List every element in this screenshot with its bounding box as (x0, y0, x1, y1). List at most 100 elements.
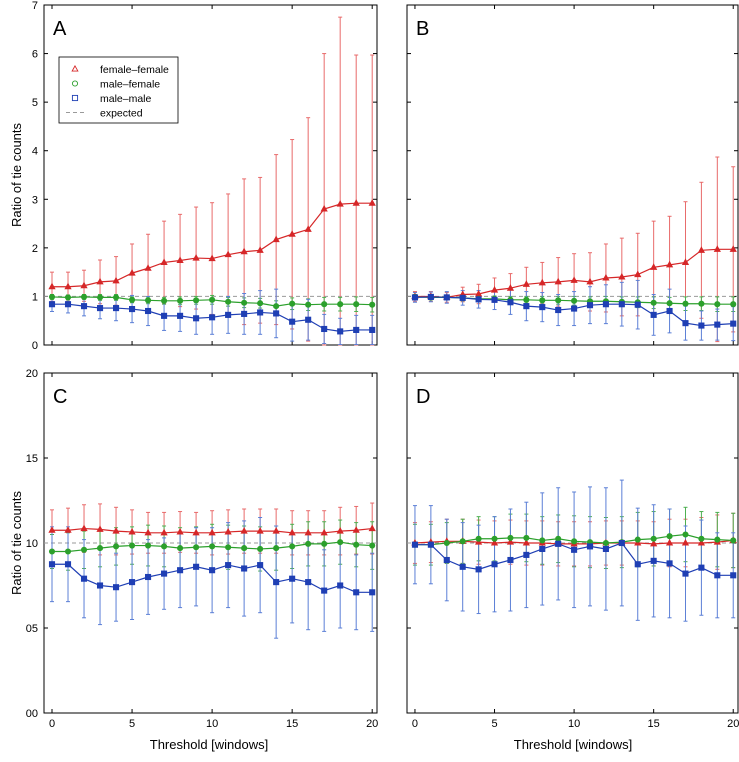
data-point-female-female (554, 277, 562, 285)
data-point-male-female (491, 535, 498, 542)
y-tick-label: 2 (32, 243, 38, 255)
data-point-female-female (681, 538, 690, 546)
panel-label: B (416, 18, 429, 40)
data-point-male-male (507, 299, 514, 306)
data-point-male-male (539, 545, 546, 552)
data-point-male-female (443, 539, 450, 547)
data-point-female-female (352, 199, 360, 206)
data-point-female-female (522, 538, 530, 546)
data-point-male-male (96, 305, 104, 312)
data-point-male-male (241, 565, 248, 572)
data-point-male-male (586, 543, 594, 550)
data-point-male-female (80, 546, 88, 553)
data-point-female-female (256, 246, 264, 253)
data-point-male-male (353, 589, 360, 596)
data-point-male-female (112, 294, 120, 301)
data-point-female-female (650, 539, 658, 547)
data-point-female-female (304, 528, 312, 536)
data-point-male-female (241, 299, 248, 306)
data-point-male-male (129, 306, 136, 313)
data-point-male-female (666, 300, 673, 307)
data-point-male-female (730, 537, 737, 544)
data-point-male-female (321, 301, 328, 308)
data-point-female-female (650, 263, 658, 270)
data-point-male-male (193, 315, 200, 322)
data-point-male-female (64, 294, 72, 301)
x-tick-label: 20 (366, 718, 378, 730)
data-point-male-female (523, 296, 530, 303)
data-point-female-female (713, 245, 721, 252)
data-point-male-male (305, 579, 312, 586)
data-point-male-male (321, 587, 328, 594)
y-axis-label-top: Ratio of tie counts (9, 122, 24, 227)
data-point-male-male (64, 561, 72, 568)
data-point-male-male (225, 562, 232, 569)
x-tick-label: 0 (412, 718, 418, 730)
data-point-male-female (555, 297, 562, 304)
data-point-male-male (714, 321, 721, 328)
data-point-male-female (177, 297, 184, 304)
data-point-male-male (161, 312, 168, 319)
data-point-male-female (571, 297, 578, 304)
data-point-female-female (176, 527, 184, 535)
data-point-male-female (177, 545, 184, 552)
data-point-male-female (353, 301, 360, 308)
data-point-male-male (618, 301, 625, 308)
data-point-male-female (193, 297, 200, 304)
data-point-female-female (697, 246, 706, 253)
data-point-male-male (112, 584, 120, 591)
data-point-male-male (650, 557, 657, 564)
data-point-male-female (48, 293, 56, 300)
data-point-male-female (273, 545, 280, 552)
data-point-male-male (145, 307, 152, 315)
panel-label: C (53, 386, 67, 408)
y-axis-label-bottom: Ratio of tie counts (9, 490, 24, 595)
y-tick-label: 5 (32, 97, 38, 109)
data-point-male-female (129, 542, 136, 549)
data-point-female-female (96, 525, 104, 532)
data-point-male-male (273, 579, 280, 586)
data-point-male-male (650, 311, 657, 318)
data-point-female-female (288, 528, 296, 536)
data-point-female-female (208, 528, 216, 536)
data-point-male-male (289, 318, 296, 325)
y-tick-label: 20 (26, 368, 38, 380)
legend-label: female–female (100, 64, 169, 76)
data-point-female-female (48, 282, 56, 290)
data-point-male-female (209, 543, 216, 550)
data-point-female-female (112, 527, 120, 534)
data-point-female-female (192, 254, 200, 261)
data-point-male-male (321, 325, 328, 333)
data-point-male-male (145, 573, 152, 581)
legend-label: male–male (100, 93, 152, 105)
data-point-male-female (714, 301, 721, 308)
data-point-male-male (193, 563, 200, 570)
data-point-female-female (160, 528, 168, 536)
legend-label: expected (100, 108, 143, 120)
data-point-male-male (161, 570, 168, 577)
legend-box (58, 56, 179, 124)
x-tick-label: 0 (49, 718, 55, 730)
data-point-female-female (490, 538, 499, 546)
data-point-male-female (161, 297, 168, 304)
data-point-female-female (64, 282, 72, 290)
data-point-female-female (240, 247, 248, 255)
y-tick-label: 10 (26, 538, 38, 550)
data-point-female-female (368, 199, 376, 206)
data-point-female-female (288, 230, 296, 237)
data-point-male-male (618, 539, 625, 547)
x-tick-label: 10 (206, 718, 218, 730)
y-tick-label: 1 (32, 291, 38, 303)
data-point-male-female (129, 296, 136, 303)
data-point-female-female (490, 286, 499, 293)
data-point-male-female (257, 300, 264, 307)
data-point-male-female (539, 537, 546, 544)
data-point-male-female (337, 301, 344, 308)
data-point-male-male (586, 302, 594, 309)
data-point-male-male (666, 560, 673, 567)
data-point-male-female (571, 538, 578, 545)
data-point-male-male (177, 567, 184, 574)
data-point-male-male (682, 570, 689, 577)
data-point-male-female (225, 544, 232, 551)
data-point-male-male (112, 305, 120, 312)
